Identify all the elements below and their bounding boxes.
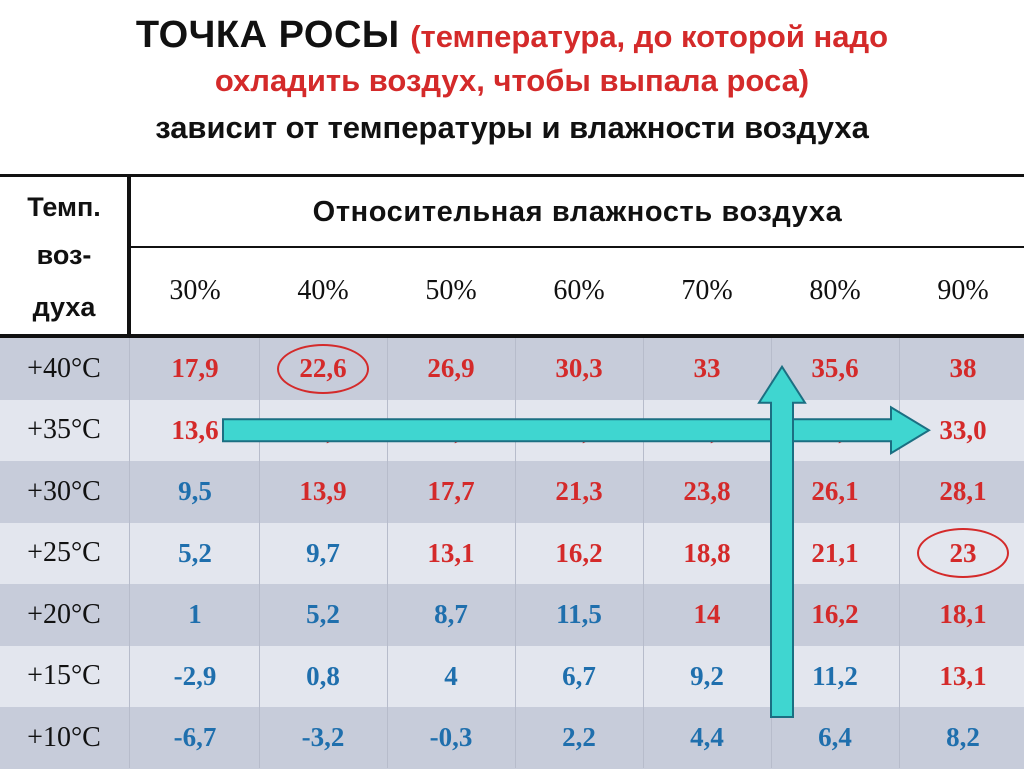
- title-line-1: ТОЧКА РОСЫ (температура, до которой надо: [0, 12, 1024, 60]
- temperature-header-line: Темп.: [27, 192, 101, 222]
- definition-part-1: (температура, до которой надо: [410, 19, 889, 54]
- dew-point-cell: 4,4: [690, 722, 724, 753]
- row-temperature-label: +10°C: [27, 721, 101, 753]
- dew-point-cell: 35,6: [811, 353, 859, 384]
- dew-point-cell: -2,9: [173, 660, 217, 691]
- humidity-column-label: 50%: [425, 275, 477, 306]
- dew-point-cell: 9,2: [690, 660, 724, 691]
- humidity-column-label: 40%: [297, 275, 349, 306]
- dew-point-cell: 26,1: [811, 476, 859, 507]
- humidity-column-label: 90%: [937, 275, 989, 306]
- dew-point-cell: 13,1: [939, 660, 987, 691]
- dew-point-cell: 26,9: [427, 353, 475, 384]
- header-bottom-border: [0, 334, 1024, 338]
- column-separator: [129, 338, 130, 768]
- row-temperature-label: +15°C: [27, 660, 101, 692]
- row-temperature-label: +20°C: [27, 598, 101, 630]
- humidity-header: Относительная влажность воздуха: [312, 195, 843, 228]
- table-row: [0, 522, 1024, 584]
- dew-point-cell: 16,2: [811, 599, 859, 630]
- dew-point-cell: 0,8: [306, 660, 340, 691]
- dew-point-cell: 16,2: [555, 537, 603, 568]
- page-title: ТОЧКА РОСЫ: [135, 14, 400, 56]
- humidity-column-label: 30%: [169, 275, 221, 306]
- highlight-ring: [277, 343, 369, 394]
- humidity-column-labels: 30% 40% 50% 60% 70% 80% 90%: [131, 250, 1024, 332]
- dew-point-cell: 9,7: [306, 537, 340, 568]
- definition-part-2: охладить воздух, чтобы выпала роса): [214, 63, 810, 98]
- dew-point-cell: 28,1: [939, 476, 987, 507]
- table-top-border: [0, 174, 1024, 177]
- dew-point-cell: 11,2: [812, 660, 858, 691]
- dew-point-cell: 9,5: [178, 476, 212, 507]
- dew-point-cell: 6,4: [818, 722, 852, 753]
- column-separator: [387, 338, 388, 768]
- humidity-column-label: 60%: [553, 275, 605, 306]
- dew-point-cell: 8,7: [434, 599, 468, 630]
- dew-point-cell: 5,2: [178, 537, 212, 568]
- temperature-header: Темп. воз- духа: [0, 178, 128, 334]
- dew-point-cell: 23,8: [683, 476, 731, 507]
- humidity-column-label: 80%: [809, 275, 861, 306]
- dew-point-cell: -3,2: [301, 722, 345, 753]
- row-temperature-label: +40°C: [27, 352, 101, 384]
- dew-point-cell: 1: [188, 599, 202, 630]
- highlight-ring: [917, 528, 1009, 579]
- dew-point-cell: 8,2: [946, 722, 980, 753]
- column-separator: [515, 338, 516, 768]
- table-row: [0, 707, 1024, 769]
- table-row: [0, 584, 1024, 646]
- dew-point-cell: 6,7: [562, 660, 596, 691]
- dew-point-cell: 30,3: [555, 353, 603, 384]
- dew-point-cell: 17,9: [171, 353, 219, 384]
- dew-point-cell: 18,8: [683, 537, 731, 568]
- dew-point-cell: 21,3: [555, 476, 603, 507]
- column-separator: [259, 338, 260, 768]
- humidity-column-label: 70%: [681, 275, 733, 306]
- dew-point-cell: 33: [693, 353, 721, 384]
- dew-point-cell: 33,0: [939, 414, 987, 445]
- temperature-header-line: духа: [32, 292, 96, 322]
- dew-point-cell: 17,7: [427, 476, 475, 507]
- dew-point-cell: 14: [693, 599, 721, 630]
- vertical-arrow: [757, 364, 807, 718]
- dew-point-cell: 18,1: [939, 599, 987, 630]
- dew-point-cell: 11,5: [556, 599, 602, 630]
- header-inner-divider: [131, 246, 1024, 248]
- dew-point-cell: -0,3: [429, 722, 473, 753]
- column-separator: [899, 338, 900, 768]
- row-temperature-label: +30°C: [27, 475, 101, 507]
- table-row: [0, 338, 1024, 400]
- dew-point-cell: 4: [444, 660, 458, 691]
- title-block: ТОЧКА РОСЫ (температура, до которой надо…: [0, 0, 1024, 176]
- dew-point-cell: -6,7: [173, 722, 217, 753]
- dew-point-cell: 5,2: [306, 599, 340, 630]
- table-row: [0, 645, 1024, 707]
- dew-point-cell: 13,9: [299, 476, 347, 507]
- horizontal-arrow: [222, 405, 931, 456]
- dew-point-cell: 38: [949, 353, 977, 384]
- column-separator: [643, 338, 644, 768]
- row-temperature-label: +35°C: [27, 414, 101, 446]
- dew-point-cell: 13,1: [427, 537, 475, 568]
- dew-point-cell: 2,2: [562, 722, 596, 753]
- dew-point-cell: 21,1: [811, 537, 859, 568]
- subtitle: зависит от температуры и влажности возду…: [155, 110, 869, 145]
- dew-point-cell: 13,6: [171, 414, 219, 445]
- header-column-divider: [127, 174, 131, 336]
- row-temperature-label: +25°C: [27, 537, 101, 569]
- temperature-header-line: воз-: [36, 240, 92, 270]
- table-row: [0, 461, 1024, 523]
